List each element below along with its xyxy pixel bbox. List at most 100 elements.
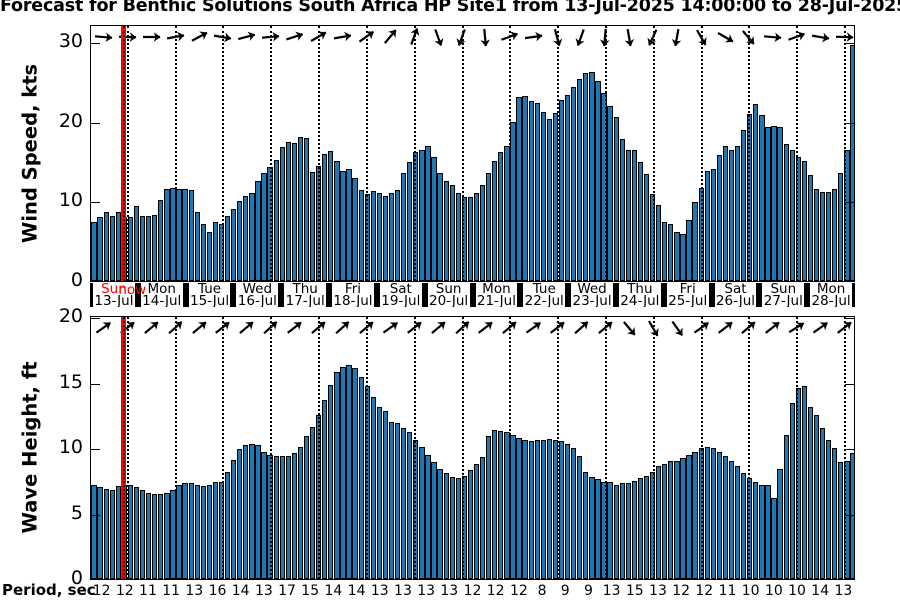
period-value: 14: [811, 583, 830, 599]
bar: [716, 155, 723, 281]
bar: [789, 149, 795, 281]
page-title: Forecast for Benthic Solutions South Afr…: [0, 0, 900, 16]
bar: [431, 156, 437, 281]
gridline: [700, 26, 703, 281]
bar: [182, 188, 188, 281]
direction-arrow-icon: [474, 317, 496, 339]
bar: [577, 78, 583, 281]
gridline: [318, 317, 321, 579]
y-tick-label: 15: [58, 370, 83, 393]
y-tick-label: 20: [58, 305, 83, 327]
period-value: 11: [718, 583, 737, 599]
bar: [115, 212, 121, 281]
bar: [479, 457, 486, 579]
now-marker-label: now: [118, 282, 147, 298]
day-of-week-label: Sat: [724, 283, 747, 297]
period-value: 13: [417, 583, 436, 599]
direction-arrow-icon: [92, 26, 114, 48]
bar: [826, 440, 832, 579]
bar: [370, 396, 376, 579]
y-tick: [845, 449, 854, 450]
bar: [382, 195, 389, 281]
day-label-cell: Sat 26-Jul: [711, 283, 760, 307]
period-value: 11: [139, 583, 157, 599]
bar: [237, 449, 243, 579]
gridline: [222, 317, 225, 579]
gridline: [365, 26, 368, 281]
bar: [595, 80, 601, 281]
bar: [534, 102, 540, 281]
bar: [109, 215, 115, 281]
bar: [668, 461, 674, 579]
day-of-week-label: Mon: [147, 283, 176, 297]
direction-arrow-icon: [809, 26, 831, 48]
bar: [619, 483, 625, 579]
direction-arrow-icon: [785, 317, 807, 339]
day-date-label: 24-Jul: [620, 293, 660, 307]
bar: [376, 192, 383, 281]
day-of-week-label: Tue: [532, 283, 556, 297]
bar: [607, 106, 613, 281]
gridline: [413, 26, 416, 281]
bar: [637, 478, 644, 579]
period-value: 12: [115, 583, 134, 599]
period-value: 13: [370, 583, 389, 599]
gridline: [557, 317, 560, 579]
day-label-cell: Sat 19-Jul: [376, 283, 425, 307]
gridline: [652, 26, 655, 281]
bar: [753, 482, 759, 579]
day-of-week-label: Sat: [389, 283, 412, 297]
wind-speed-plot-area: [91, 26, 854, 281]
bar: [340, 171, 346, 281]
bar: [425, 145, 431, 281]
direction-arrow-icon: [451, 26, 473, 48]
direction-arrow-icon: [618, 26, 640, 48]
bar: [631, 480, 638, 579]
gridline: [126, 317, 129, 579]
bar: [759, 115, 765, 281]
bar: [771, 126, 777, 281]
bar: [564, 444, 571, 579]
bar: [589, 476, 595, 579]
period-value: 10: [741, 583, 760, 599]
bar: [224, 216, 231, 281]
y-tick: [91, 202, 100, 204]
bar: [206, 484, 213, 579]
bar: [783, 143, 789, 281]
bar: [807, 175, 814, 281]
period-value: 8: [537, 583, 547, 599]
gridline: [557, 26, 560, 281]
bar: [97, 487, 103, 579]
bar: [303, 436, 310, 579]
wind-speed-bars: [91, 26, 854, 281]
period-value: 15: [301, 583, 320, 599]
day-label-cell: Mon 21-Jul: [472, 283, 521, 307]
gridline: [844, 26, 847, 281]
bar: [589, 72, 595, 281]
bar: [795, 387, 801, 579]
bar: [546, 119, 553, 281]
bar: [728, 461, 735, 579]
gridline: [509, 26, 512, 281]
bar: [619, 139, 625, 281]
y-tick: [91, 449, 100, 450]
period-value: 12: [463, 583, 482, 599]
bar: [419, 446, 425, 579]
period-value: 14: [347, 583, 366, 599]
direction-arrow-icon: [737, 317, 759, 339]
bar: [753, 104, 759, 281]
direction-arrow-icon: [498, 26, 520, 48]
bar: [194, 212, 200, 281]
bar: [224, 471, 231, 579]
direction-arrow-icon: [140, 26, 162, 48]
period-value: 13: [602, 583, 621, 599]
y-tick-label: 10: [58, 189, 83, 212]
period-value: 12: [486, 583, 505, 599]
direction-arrow-icon: [211, 317, 233, 339]
wave-height-bars: [91, 317, 854, 579]
direction-arrow-icon: [235, 26, 257, 48]
bar: [504, 432, 510, 579]
direction-arrow-icon: [307, 317, 329, 339]
direction-arrow-icon: [140, 317, 162, 339]
direction-arrow-icon: [809, 317, 831, 339]
